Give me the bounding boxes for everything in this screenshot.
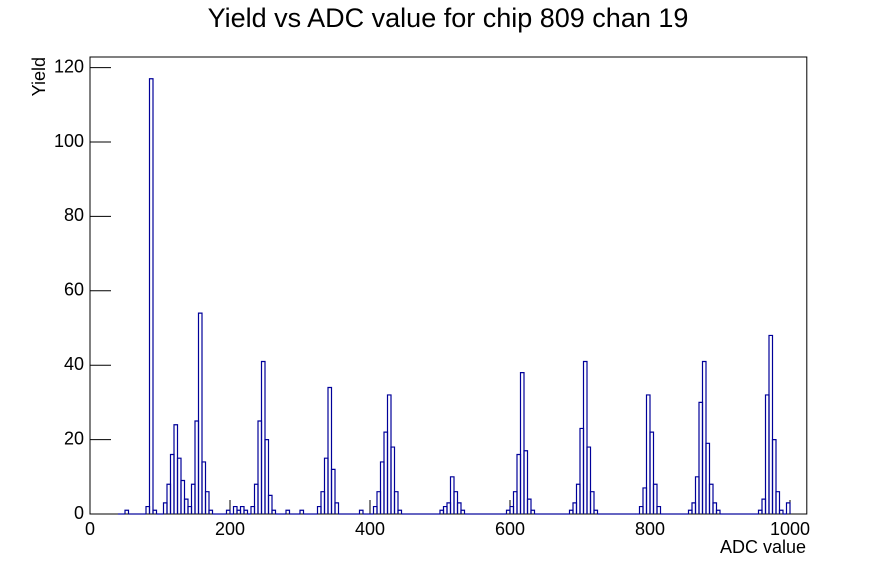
x-tick-label: 600 bbox=[495, 519, 525, 539]
bar bbox=[771, 439, 777, 514]
bar bbox=[299, 509, 305, 514]
y-tick-label: 100 bbox=[54, 131, 84, 151]
bar bbox=[152, 509, 158, 514]
bar bbox=[243, 509, 249, 514]
x-tick-label: 0 bbox=[85, 519, 95, 539]
plot-frame bbox=[89, 56, 808, 515]
bar bbox=[201, 461, 207, 514]
bar bbox=[701, 360, 707, 514]
x-tick-label: 400 bbox=[355, 519, 385, 539]
bar bbox=[260, 360, 266, 514]
bar bbox=[519, 372, 525, 514]
bar bbox=[285, 509, 291, 514]
chart-title: Yield vs ADC value for chip 809 chan 19 bbox=[208, 3, 689, 33]
bar bbox=[593, 509, 599, 514]
bar bbox=[586, 446, 592, 514]
bar bbox=[180, 479, 186, 514]
bar bbox=[705, 442, 711, 514]
bar bbox=[358, 509, 364, 514]
bar bbox=[334, 502, 340, 514]
bar bbox=[456, 502, 462, 514]
y-tick-label: 120 bbox=[54, 56, 84, 76]
bar bbox=[708, 483, 714, 514]
bar bbox=[267, 494, 273, 514]
bar bbox=[148, 78, 154, 514]
bar bbox=[785, 502, 791, 514]
y-tick-label: 60 bbox=[64, 280, 84, 300]
x-tick-label: 200 bbox=[215, 519, 245, 539]
bar bbox=[208, 509, 214, 514]
bar bbox=[589, 491, 595, 514]
y-tick-label: 80 bbox=[64, 205, 84, 225]
bar bbox=[460, 509, 466, 514]
bar bbox=[530, 509, 536, 514]
bar bbox=[390, 446, 396, 514]
bar bbox=[775, 491, 781, 514]
bar bbox=[582, 360, 588, 514]
bar bbox=[124, 509, 130, 514]
bar bbox=[327, 386, 333, 514]
bar bbox=[649, 431, 655, 514]
bar bbox=[712, 502, 718, 514]
x-tick-label: 1000 bbox=[770, 519, 810, 539]
bar bbox=[393, 491, 399, 514]
x-axis-label: ADC value bbox=[720, 537, 806, 557]
bar bbox=[264, 439, 270, 514]
bar bbox=[271, 509, 277, 514]
y-tick-label: 0 bbox=[74, 503, 84, 523]
y-tick-label: 40 bbox=[64, 354, 84, 374]
bar bbox=[204, 491, 210, 514]
bar bbox=[523, 450, 529, 514]
bar bbox=[526, 498, 532, 514]
bar bbox=[652, 483, 658, 514]
bar bbox=[656, 505, 662, 514]
y-axis-label: Yield bbox=[29, 57, 49, 96]
bar bbox=[225, 509, 231, 514]
bar bbox=[778, 509, 784, 514]
bar bbox=[768, 334, 774, 514]
bar bbox=[197, 312, 203, 514]
y-tick-label: 20 bbox=[64, 428, 84, 448]
bar bbox=[715, 509, 721, 514]
x-tick-label: 800 bbox=[635, 519, 665, 539]
bar bbox=[397, 509, 403, 514]
bar bbox=[330, 468, 336, 514]
